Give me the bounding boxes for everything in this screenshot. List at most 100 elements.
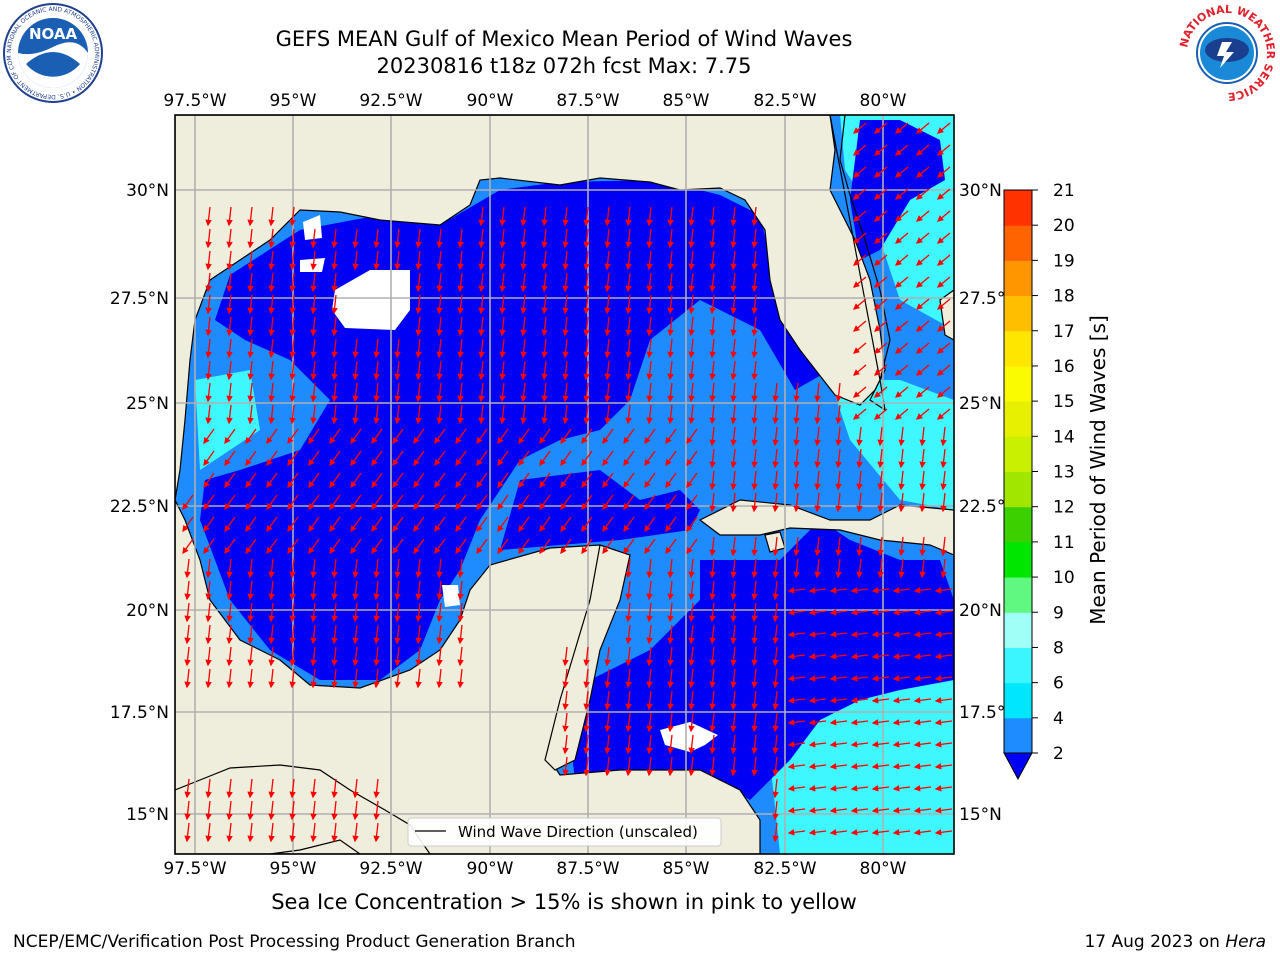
wave-direction-arrow [352,800,359,821]
wave-direction-arrow [874,188,888,200]
wave-direction-arrow [583,250,590,271]
wave-direction-arrow [853,342,867,354]
wave-direction-arrow [623,472,635,489]
wave-direction-arrow [373,228,380,249]
wave-direction-arrow [898,448,905,469]
wave-direction-arrow [560,472,572,489]
colorbar-tick-label: 12 [1053,498,1075,518]
wave-direction-arrow [730,338,737,359]
wave-direction-arrow [541,382,548,403]
wave-direction-arrow [247,250,254,271]
wave-direction-arrow [247,602,254,623]
wave-direction-arrow [856,492,863,513]
wave-direction-arrow [895,342,909,354]
wave-direction-arrow [392,450,404,467]
wave-direction-arrow [268,360,275,381]
colorbar-tick-label: 4 [1053,709,1064,729]
wave-direction-arrow [835,470,842,491]
wave-direction-arrow [268,624,275,645]
wave-direction-arrow [499,316,506,337]
wave-direction-arrow [266,428,278,445]
wave-direction-arrow [709,558,716,579]
colorbar-tick-label: 16 [1053,357,1075,377]
wave-direction-arrow [226,602,233,623]
wave-direction-arrow [646,646,653,667]
wave-direction-arrow [583,404,590,425]
wave-direction-arrow [772,492,779,513]
wave-direction-arrow [602,494,614,511]
wave-direction-arrow [937,298,951,310]
lat-tick: 15°N [126,805,169,825]
colorbar-segment [1004,612,1032,648]
wave-direction-arrow [892,763,911,770]
wave-direction-arrow [394,338,401,359]
wave-direction-arrow [226,272,233,293]
wave-direction-arrow [476,494,488,511]
wave-direction-arrow [751,250,758,271]
wave-direction-arrow [415,382,422,403]
wave-direction-arrow [518,472,530,489]
wave-direction-arrow [457,316,464,337]
wave-direction-arrow [268,558,275,579]
wave-direction-arrow [667,316,674,337]
wave-direction-arrow [916,210,930,222]
wave-direction-arrow [871,763,890,770]
wave-direction-arrow [350,538,362,555]
wave-direction-arrow [808,697,827,704]
wave-direction-arrow [268,382,275,403]
wave-direction-arrow [709,228,716,249]
lat-ticks-right: 30°N 27.5° 25°N 22.5° 20°N 17.5° 15°N [959,181,1005,825]
wave-direction-arrow [520,316,527,337]
wave-direction-arrow [497,472,509,489]
colorbar-segment [1004,260,1032,297]
wave-direction-arrow [182,516,194,533]
wave-direction-arrow [688,734,695,755]
wave-direction-arrow [709,668,716,689]
wave-direction-arrow [814,382,821,403]
wave-direction-arrow [667,756,674,777]
wave-direction-arrow [751,426,758,447]
wave-direction-arrow [644,428,656,445]
wave-direction-arrow [874,210,888,222]
wave-direction-arrow [934,697,953,704]
wave-direction-arrow [871,653,890,660]
wave-direction-arrow [205,646,212,667]
wave-direction-arrow [560,450,572,467]
wave-direction-arrow [829,719,848,726]
wave-direction-arrow [436,602,443,623]
wave-direction-arrow [266,538,278,555]
wave-direction-arrow [644,494,656,511]
wave-direction-arrow [602,450,614,467]
wave-direction-arrow [874,166,888,178]
wave-direction-arrow [604,228,611,249]
wave-direction-arrow [457,250,464,271]
wave-direction-arrow [709,602,716,623]
wave-direction-arrow [436,580,443,601]
wave-direction-arrow [877,426,884,447]
wave-direction-arrow [604,360,611,381]
wave-direction-arrow [539,450,551,467]
wave-direction-arrow [871,587,890,594]
wave-direction-arrow [871,719,890,726]
wave-direction-arrow [583,294,590,315]
colorbar-segment [1004,225,1032,261]
wave-direction-arrow [751,228,758,249]
wave-direction-arrow [331,558,338,579]
wave-direction-arrow [268,250,275,271]
colorbar-tick-label: 11 [1053,533,1075,553]
noaa-logo: NATIONAL OCEANIC AND ATMOSPHERIC ADMINIS… [2,2,103,103]
wave-direction-arrow [331,822,338,843]
wave-direction-arrow [205,668,212,689]
wave-direction-arrow [583,668,590,689]
wave-direction-arrow [520,338,527,359]
wave-direction-arrow [787,741,806,748]
wave-direction-arrow [371,516,383,533]
wave-direction-arrow [350,428,362,445]
wave-direction-arrow [916,254,930,266]
lon-tick: 82.5°W [753,859,816,879]
wave-direction-arrow [562,734,569,755]
wave-direction-arrow [709,580,716,601]
lat-ticks-left: 30°N 27.5°N 25°N 22.5°N 20°N 17.5°N 15°N [110,181,169,825]
wave-direction-arrow [646,580,653,601]
wave-direction-arrow [625,668,632,689]
